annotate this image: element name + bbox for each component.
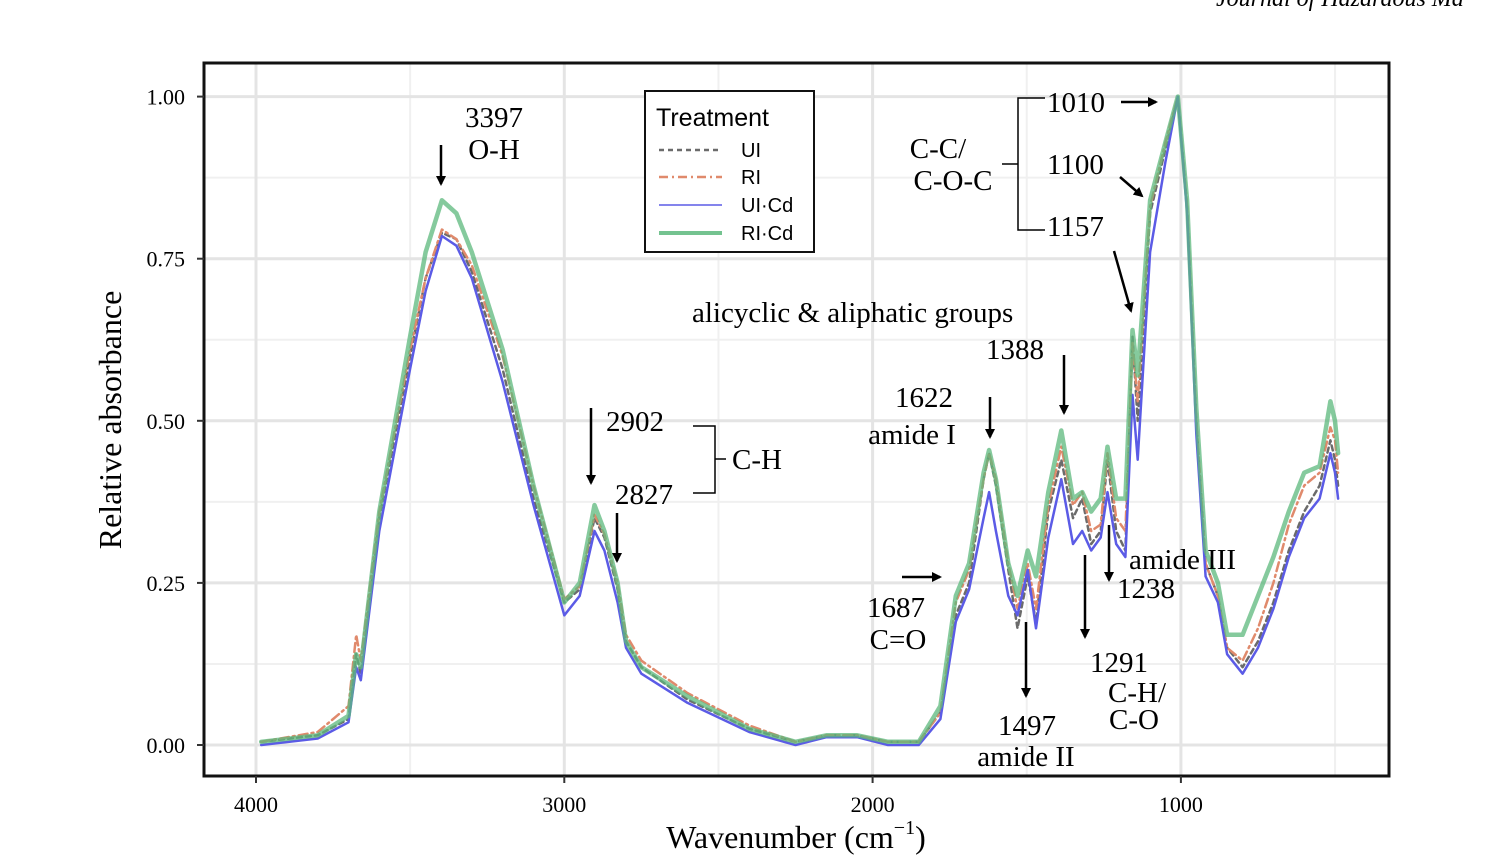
annotation-c-c-c-o-c: C-C/C-O-C [910, 133, 993, 197]
x-axis-title-superscript: −1 [894, 817, 915, 839]
annotation-1622-number: 1622 [895, 382, 953, 414]
annotation-1497: 1497 amide II [977, 710, 1074, 773]
annotation-1157: 1157 [1047, 211, 1104, 243]
annotation-alicyclic-aliphatic: alicyclic & aliphatic groups [692, 297, 1013, 329]
annotations: 3397 O-H 2902 2827 C-H 1687 C=O 1622 amide … [436, 87, 1236, 773]
annotation-1622: 1622 amide I [868, 382, 956, 451]
annotation-c-c-line-1: C-C/ [910, 133, 967, 165]
journal-header: Journal of Hazardous Ma [1216, 0, 1464, 12]
annotation-1687-number: 1687 [867, 592, 925, 624]
annotation-1497-group: amide II [977, 741, 1074, 773]
series-line-ui [259, 95, 1340, 744]
annotation-1100: 1100 [1047, 149, 1104, 181]
annotation-1291: 1291 C-H/C-O [1090, 647, 1167, 736]
annotation-1010: 1010 [1047, 87, 1105, 119]
plot-panel-border [202, 61, 1391, 778]
annotation-c-h: C-H [732, 444, 782, 476]
series-line-ri [259, 95, 1340, 744]
x-tick-label: 4000 [234, 792, 278, 817]
annotation-3397-group: O-H [468, 134, 520, 166]
annotation-c-c-line-2: C-O-C [914, 165, 993, 197]
annotation-2902: 2902 [606, 406, 664, 438]
legend-title: Treatment [656, 104, 769, 132]
legend-label-ui-cd: UI·Cd [741, 195, 793, 217]
annotation-amide-iii: amide III [1129, 544, 1236, 576]
series-line-ri-cd [258, 94, 1341, 745]
annotation-1497-number: 1497 [998, 710, 1056, 742]
y-tick-label: 0.25 [147, 571, 186, 596]
y-tick-label: 0.75 [147, 247, 186, 272]
arrow-1157 [1112, 250, 1134, 313]
legend-box [644, 90, 815, 253]
arrow-1100 [1119, 176, 1144, 198]
legend-label-ri-cd: RI·Cd [741, 223, 793, 245]
x-tick-label: 1000 [1159, 792, 1203, 817]
x-tick-label: 2000 [851, 792, 895, 817]
y-tick-label: 0.00 [147, 733, 186, 758]
annotation-2827: 2827 [615, 479, 673, 511]
annotation-3397-number: 3397 [465, 102, 523, 134]
x-tick-label: 3000 [542, 792, 586, 817]
annotation-1687: 1687 C=O [867, 592, 926, 656]
legend: Treatment UI RI UI·Cd RI·Cd [644, 90, 815, 253]
annotation-1687-group: C=O [870, 624, 927, 656]
bracket-c-h [693, 425, 726, 494]
annotation-1291-number: 1291 [1090, 647, 1148, 679]
annotation-1388: 1388 [986, 334, 1044, 366]
x-axis-title-close: ) [915, 819, 926, 855]
x-axis-title: Wavenumber (cm−1) [666, 817, 925, 855]
y-tick-label: 0.50 [147, 409, 186, 434]
axis-ticks: 4000 3000 2000 1000 0.00 0.25 0.50 0.75 1.00 [147, 85, 1203, 817]
annotation-3397: 3397 O-H [465, 102, 523, 166]
bracket-c-c-c-o-c [1002, 97, 1045, 231]
legend-label-ri: RI [741, 167, 761, 189]
series-lines [258, 94, 1341, 747]
y-axis-title: Relative absorbance [92, 291, 128, 550]
legend-label-ui: UI [741, 140, 761, 162]
x-axis-title-main: Wavenumber (cm [666, 819, 894, 855]
annotation-1238: 1238 [1117, 573, 1175, 605]
y-tick-label: 1.00 [147, 85, 186, 110]
annotation-1291-group-1: C-H/ [1108, 677, 1167, 709]
annotation-1622-group: amide I [868, 419, 956, 451]
series-line-ui-cd [259, 95, 1340, 747]
annotation-1291-group-2: C-O [1109, 704, 1159, 736]
